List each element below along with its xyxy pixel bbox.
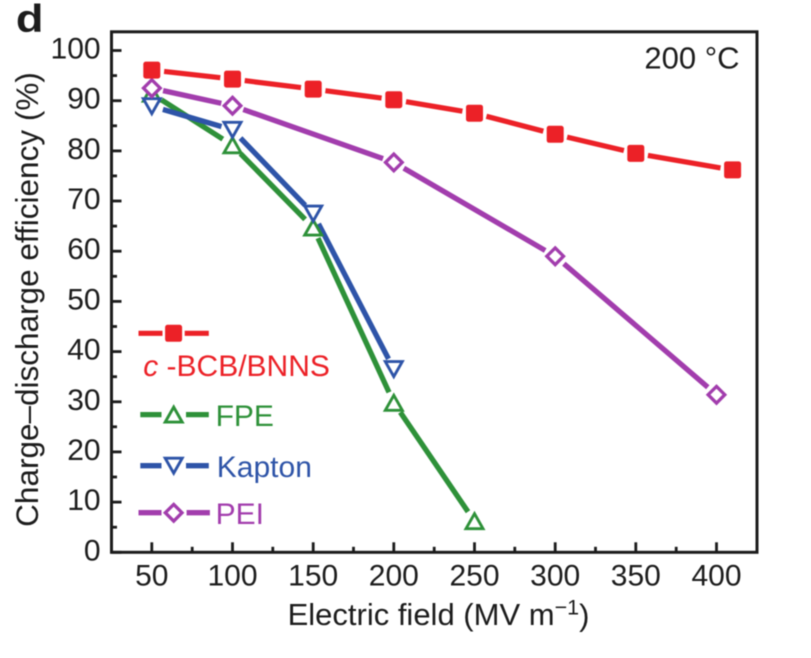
svg-text:150: 150 [288, 560, 338, 593]
svg-text:50: 50 [135, 560, 168, 593]
svg-text:200 °C: 200 °C [644, 41, 739, 76]
svg-text:70: 70 [67, 183, 100, 216]
svg-text:30: 30 [67, 384, 100, 417]
svg-text:Kapton: Kapton [217, 451, 312, 484]
svg-text:400: 400 [691, 560, 741, 593]
svg-text:d: d [16, 0, 44, 40]
svg-text:0: 0 [84, 534, 101, 567]
svg-text:60: 60 [67, 233, 100, 266]
svg-text:FPE: FPE [216, 400, 274, 433]
svg-text:40: 40 [67, 334, 100, 367]
svg-text:300: 300 [530, 560, 580, 593]
svg-text:200: 200 [369, 560, 419, 593]
svg-text:80: 80 [67, 133, 100, 166]
svg-text:Charge–discharge efficiency (%: Charge–discharge efficiency (%) [9, 72, 45, 527]
svg-text:Electric field (MV m−1): Electric field (MV m−1) [288, 596, 590, 633]
svg-text:100: 100 [51, 33, 101, 66]
svg-text:100: 100 [207, 560, 257, 593]
svg-text:PEI: PEI [216, 498, 264, 531]
svg-text:250: 250 [449, 560, 499, 593]
svg-text:10: 10 [67, 484, 100, 517]
svg-text:50: 50 [67, 283, 100, 316]
svg-text:90: 90 [67, 83, 100, 116]
svg-text:350: 350 [611, 560, 661, 593]
svg-text:c -BCB/BNNS: c -BCB/BNNS [143, 350, 330, 383]
svg-text:20: 20 [67, 434, 100, 467]
